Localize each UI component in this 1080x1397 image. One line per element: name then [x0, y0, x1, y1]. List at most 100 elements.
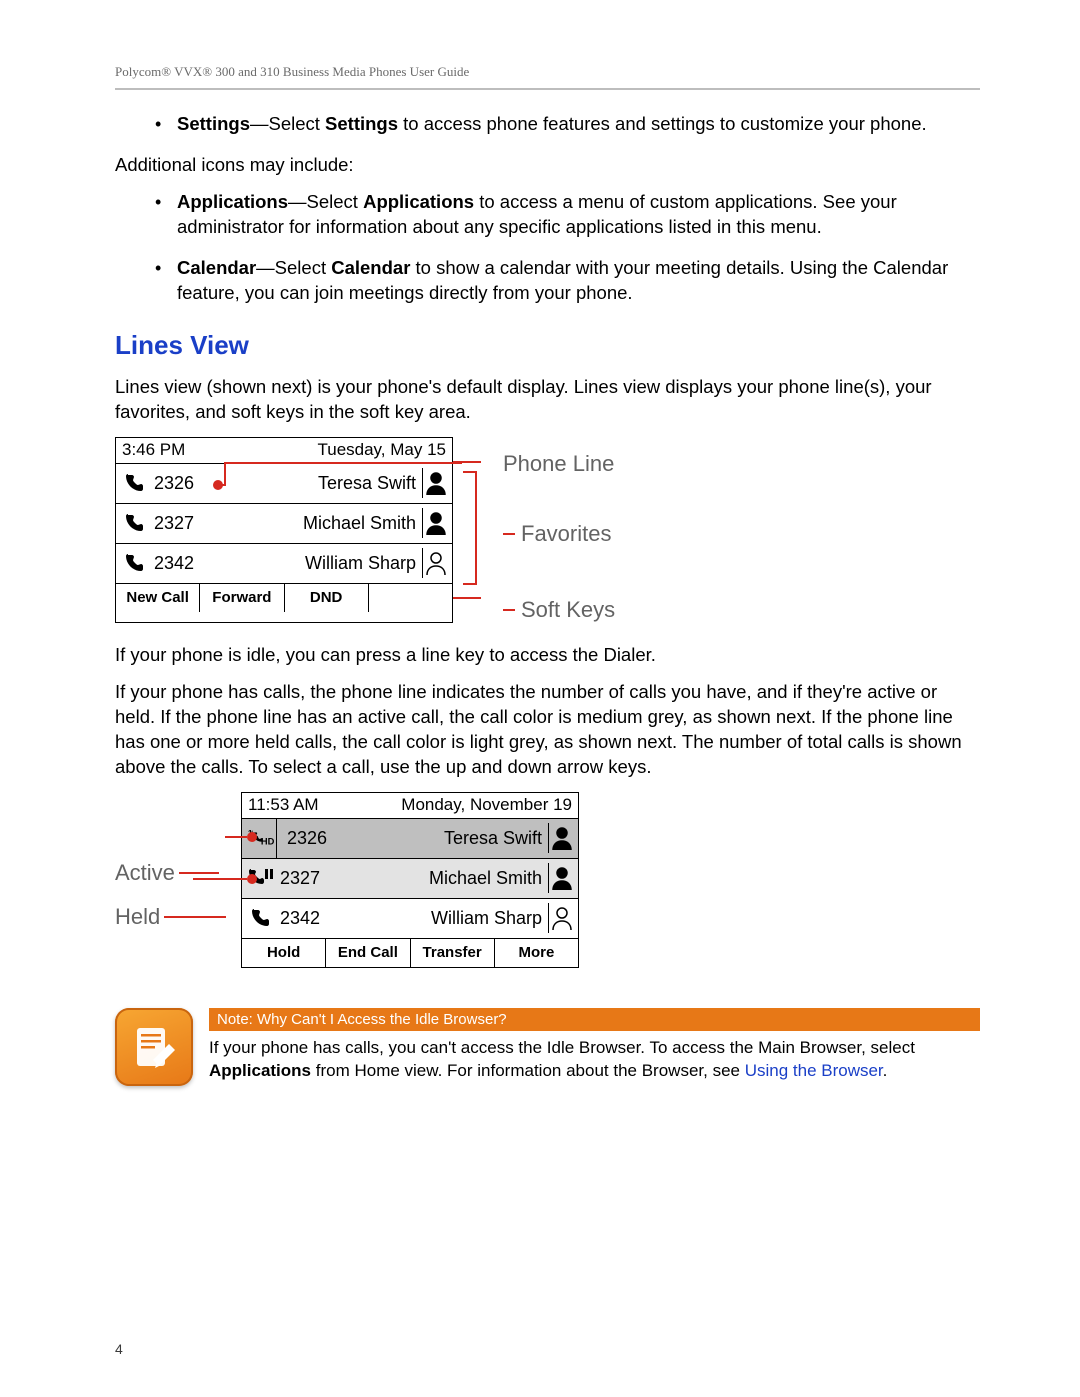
phone1-top-tick [453, 461, 481, 463]
bullet-settings: Settings—Select Settings to access phone… [155, 112, 980, 137]
phone-row: 2326Teresa Swift [116, 464, 452, 504]
idle-para: If your phone is idle, you can press a l… [115, 643, 980, 668]
phone1-bracket-col [469, 437, 487, 623]
softkey-button[interactable]: DND [285, 584, 369, 612]
note-block: Note: Why Can't I Access the Idle Browse… [115, 1008, 980, 1086]
held-dot [247, 874, 257, 884]
person-dark-icon [548, 823, 574, 853]
line-name: Teresa Swift [351, 828, 548, 849]
note-icon [115, 1008, 193, 1086]
note-body: Note: Why Can't I Access the Idle Browse… [209, 1008, 980, 1086]
phone1-right-labels: Phone Line Favorites Soft Keys [503, 437, 615, 623]
phone-row: 1HD2326Teresa Swift [242, 819, 578, 859]
fav-tick [503, 533, 515, 535]
softkey-button[interactable] [369, 584, 452, 612]
label-favorites: Favorites [521, 521, 611, 547]
phone2-figure: Active Held 11:53 AM Monday, November 19… [115, 792, 980, 968]
phone1-date: Tuesday, May 15 [317, 440, 446, 460]
settings-label-2: Settings [325, 113, 398, 134]
lines-view-intro: Lines view (shown next) is your phone's … [115, 375, 980, 425]
phone1-screen: 3:46 PM Tuesday, May 15 2326Teresa Swift… [115, 437, 453, 623]
phone1-rows: 2326Teresa Swift2327Michael Smith2342Wil… [116, 464, 452, 584]
phone2-screen: 11:53 AM Monday, November 19 1HD2326Tere… [241, 792, 579, 968]
person-light-icon [548, 903, 574, 933]
held-leader [164, 916, 226, 918]
phone1-figure: 3:46 PM Tuesday, May 15 2326Teresa Swift… [115, 437, 980, 623]
note-link[interactable]: Using the Browser [745, 1061, 883, 1080]
phone-row: 2327Michael Smith [116, 504, 452, 544]
line-name: Teresa Swift [218, 473, 422, 494]
calls-para: If your phone has calls, the phone line … [115, 680, 980, 780]
settings-label-1: Settings [177, 113, 250, 134]
softkey-button[interactable]: Forward [200, 584, 284, 612]
person-dark-icon [422, 468, 448, 498]
phone-row: 2327Michael Smith [242, 859, 578, 899]
additional-icons-intro: Additional icons may include: [115, 153, 980, 178]
softkey-button[interactable]: New Call [116, 584, 200, 612]
phone2-left-labels: Active Held [115, 792, 225, 968]
cal-label-2: Calendar [331, 257, 410, 278]
line-number: 2327 [274, 868, 344, 889]
callout-line-phoneline-1 [216, 484, 226, 486]
line-number: 2327 [148, 513, 218, 534]
bullet-calendar: Calendar—Select Calendar to show a calen… [155, 256, 980, 306]
apps-label-1: Applications [177, 191, 288, 212]
note-text: If your phone has calls, you can't acces… [209, 1037, 980, 1083]
cal-sep: —Select [256, 257, 331, 278]
phone1-favorites-bracket [463, 471, 477, 585]
apps-sep: —Select [288, 191, 363, 212]
phone1-softkeys-tick [453, 597, 481, 599]
note-bold: Applications [209, 1061, 311, 1080]
handset-icon [120, 469, 148, 497]
phone-row: 2342William Sharp [242, 899, 578, 939]
label-soft-keys: Soft Keys [521, 597, 615, 623]
phone2-date: Monday, November 19 [401, 795, 572, 815]
line-name: Michael Smith [344, 868, 548, 889]
line-name: William Sharp [344, 908, 548, 929]
bullet-group-2: Applications—Select Applications to acce… [115, 190, 980, 306]
callout-line-phoneline-2 [224, 462, 226, 484]
page-number: 4 [115, 1341, 123, 1357]
header-rule [115, 88, 980, 90]
phone2-screen-wrap: 11:53 AM Monday, November 19 1HD2326Tere… [241, 792, 579, 968]
phone2-softkeys: HoldEnd CallTransferMore [242, 939, 578, 967]
note-mid: from Home view. For information about th… [311, 1061, 745, 1080]
handset-icon [246, 904, 274, 932]
settings-sep: —Select [250, 113, 325, 134]
lines-view-heading: Lines View [115, 330, 980, 361]
note-post: . [883, 1061, 888, 1080]
line-number: 2326 [148, 473, 218, 494]
svg-text:HD: HD [261, 837, 274, 847]
line-number: 2326 [281, 828, 351, 849]
softkey-button[interactable]: More [495, 939, 578, 967]
phone2-statusbar: 11:53 AM Monday, November 19 [242, 793, 578, 819]
held-enter [193, 878, 247, 880]
person-light-icon [422, 548, 448, 578]
phone1-statusbar: 3:46 PM Tuesday, May 15 [116, 438, 452, 464]
softkey-button[interactable]: Hold [242, 939, 326, 967]
person-dark-icon [548, 863, 574, 893]
person-dark-icon [422, 508, 448, 538]
bullet-applications: Applications—Select Applications to acce… [155, 190, 980, 240]
settings-rest: to access phone features and settings to… [398, 113, 927, 134]
active-enter [225, 836, 247, 838]
note-title-bar: Note: Why Can't I Access the Idle Browse… [209, 1008, 980, 1031]
active-dot [247, 832, 257, 842]
handset-icon [120, 509, 148, 537]
active-leader [179, 872, 219, 874]
line-name: William Sharp [218, 553, 422, 574]
line-number: 2342 [274, 908, 344, 929]
handset-icon [120, 549, 148, 577]
softkey-button[interactable]: Transfer [411, 939, 495, 967]
callout-line-phoneline-3 [224, 462, 462, 464]
line-name: Michael Smith [218, 513, 422, 534]
phone2-time: 11:53 AM [248, 795, 319, 815]
line-number: 2342 [148, 553, 218, 574]
phone2-rows: 1HD2326Teresa Swift2327Michael Smith2342… [242, 819, 578, 939]
cal-label-1: Calendar [177, 257, 256, 278]
softkey-button[interactable]: End Call [326, 939, 410, 967]
apps-label-2: Applications [363, 191, 474, 212]
phone-row: 2342William Sharp [116, 544, 452, 584]
bullet-group-1: Settings—Select Settings to access phone… [115, 112, 980, 137]
phone1-time: 3:46 PM [122, 440, 185, 460]
